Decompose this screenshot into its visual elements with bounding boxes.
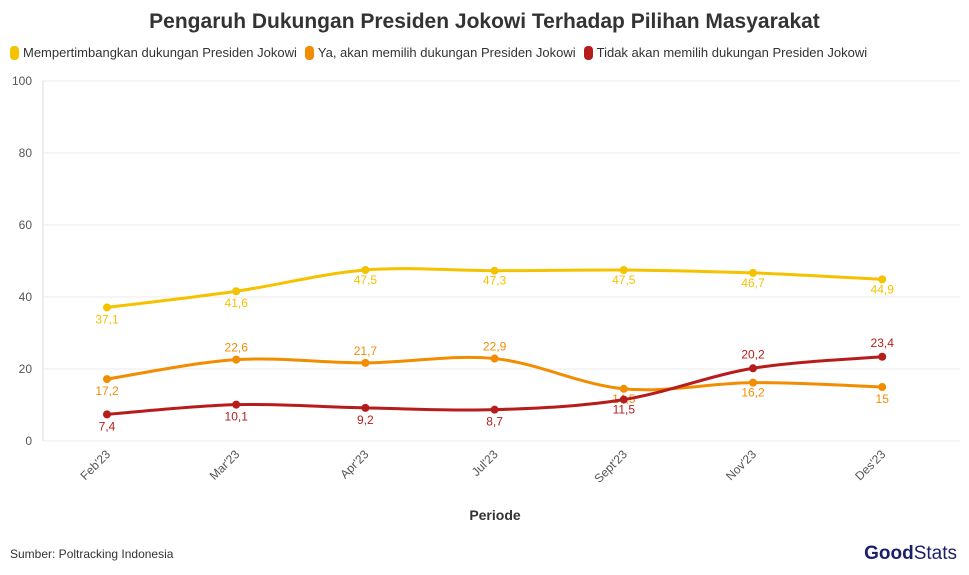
data-point[interactable] bbox=[619, 266, 628, 274]
data-point[interactable] bbox=[103, 375, 111, 384]
goodstats-logo: GoodStats bbox=[864, 543, 957, 564]
data-point[interactable] bbox=[103, 303, 111, 312]
data-point[interactable] bbox=[749, 268, 757, 277]
data-point[interactable] bbox=[878, 383, 887, 391]
data-label: 47,5 bbox=[354, 273, 378, 287]
data-label: 46,7 bbox=[741, 276, 765, 290]
x-tick-label: Sept'23 bbox=[592, 447, 631, 486]
data-point[interactable] bbox=[361, 266, 370, 274]
data-label: 22,6 bbox=[225, 341, 249, 355]
data-label: 23,4 bbox=[871, 336, 895, 350]
x-tick-label: Jul'23 bbox=[469, 447, 501, 479]
data-label: 7,4 bbox=[99, 419, 116, 433]
data-point[interactable] bbox=[619, 384, 628, 393]
data-label: 10,1 bbox=[225, 410, 249, 424]
data-point[interactable] bbox=[878, 352, 887, 361]
data-point[interactable] bbox=[749, 378, 757, 387]
legend-swatch bbox=[304, 45, 314, 60]
legend-item[interactable]: Tidak akan memilih dukungan Presiden Jok… bbox=[583, 45, 868, 60]
y-tick-label: 0 bbox=[25, 434, 32, 448]
data-point[interactable] bbox=[490, 354, 499, 363]
y-tick-label: 100 bbox=[12, 74, 32, 88]
legend-label: Tidak akan memilih dukungan Presiden Jok… bbox=[596, 45, 868, 60]
x-tick-label: Nov'23 bbox=[723, 447, 759, 483]
y-tick-label: 60 bbox=[19, 218, 33, 232]
data-label: 11,5 bbox=[613, 403, 636, 417]
legend: Mempertimbangkan dukungan Presiden Jokow… bbox=[10, 45, 867, 60]
x-tick-label: Des'23 bbox=[852, 447, 888, 483]
data-label: 22,9 bbox=[483, 340, 507, 354]
data-point[interactable] bbox=[232, 355, 241, 364]
data-label: 47,3 bbox=[483, 274, 507, 288]
legend-item[interactable]: Mempertimbangkan dukungan Presiden Jokow… bbox=[10, 45, 297, 60]
y-tick-label: 20 bbox=[19, 362, 33, 376]
data-point[interactable] bbox=[490, 266, 499, 275]
x-axis-title: Periode bbox=[469, 507, 521, 523]
data-point[interactable] bbox=[749, 364, 757, 373]
y-tick-label: 80 bbox=[19, 146, 33, 160]
data-label: 21,7 bbox=[354, 344, 378, 358]
legend-item[interactable]: Ya, akan memilih dukungan Presiden Jokow… bbox=[304, 45, 576, 60]
data-point[interactable] bbox=[232, 400, 241, 409]
data-label: 8,7 bbox=[486, 415, 503, 429]
data-point[interactable] bbox=[490, 405, 499, 414]
data-point[interactable] bbox=[878, 275, 887, 284]
data-point[interactable] bbox=[361, 403, 370, 412]
data-label: 9,2 bbox=[357, 413, 374, 427]
data-label: 44,9 bbox=[871, 282, 895, 296]
data-label: 37,1 bbox=[95, 312, 119, 326]
data-label: 41,6 bbox=[225, 296, 249, 310]
data-point[interactable] bbox=[361, 358, 370, 367]
chart-title: Pengaruh Dukungan Presiden Jokowi Terhad… bbox=[149, 10, 820, 33]
y-tick-label: 40 bbox=[19, 290, 33, 304]
source-note: Sumber: Poltracking Indonesia bbox=[10, 547, 174, 561]
legend-swatch bbox=[10, 45, 19, 60]
data-point[interactable] bbox=[103, 410, 111, 419]
x-tick-label: Apr'23 bbox=[337, 447, 371, 481]
legend-label: Ya, akan memilih dukungan Presiden Jokow… bbox=[317, 45, 576, 60]
data-label: 16,2 bbox=[741, 386, 765, 400]
data-label: 15 bbox=[876, 392, 890, 406]
data-label: 17,2 bbox=[95, 384, 119, 398]
x-tick-label: Mar'23 bbox=[207, 447, 243, 483]
data-point[interactable] bbox=[619, 395, 628, 404]
legend-label: Mempertimbangkan dukungan Presiden Jokow… bbox=[23, 45, 297, 60]
data-point[interactable] bbox=[232, 287, 241, 296]
x-tick-label: Feb'23 bbox=[78, 447, 114, 483]
legend-swatch bbox=[583, 45, 593, 60]
data-label: 47,5 bbox=[612, 273, 636, 287]
data-label: 20,2 bbox=[741, 347, 765, 361]
